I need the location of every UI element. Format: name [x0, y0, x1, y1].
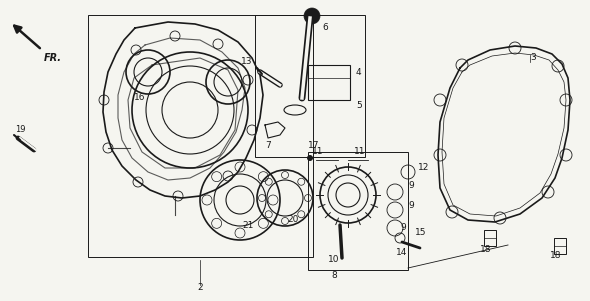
Circle shape [307, 155, 313, 161]
Text: 2: 2 [197, 283, 203, 292]
Bar [255, 15, 365, 157]
Text: 11: 11 [354, 147, 366, 156]
Text: 4: 4 [356, 68, 362, 77]
Text: 21: 21 [242, 221, 254, 230]
Text: 7: 7 [265, 141, 271, 150]
Text: 20: 20 [287, 215, 299, 224]
Text: 6: 6 [322, 23, 328, 32]
Bar [308, 65, 350, 100]
Text: 8: 8 [331, 271, 337, 280]
Text: 9: 9 [400, 223, 406, 232]
Text: 15: 15 [415, 228, 427, 237]
Text: 17: 17 [308, 141, 320, 150]
Text: 9: 9 [408, 181, 414, 190]
Text: 14: 14 [396, 248, 408, 257]
Text: 5: 5 [356, 101, 362, 110]
Text: 9: 9 [408, 201, 414, 210]
Text: 3: 3 [530, 53, 536, 62]
Text: 19: 19 [15, 125, 25, 134]
Text: 13: 13 [241, 57, 252, 66]
Bar [484, 230, 496, 246]
Text: 18: 18 [550, 251, 562, 260]
Text: 16: 16 [135, 93, 146, 102]
Circle shape [304, 8, 320, 24]
Text: 10: 10 [328, 255, 340, 264]
Text: 12: 12 [418, 163, 430, 172]
Bar [88, 15, 313, 257]
Text: 11: 11 [312, 147, 324, 156]
Bar [554, 238, 566, 254]
Text: 18: 18 [480, 245, 491, 254]
Text: FR.: FR. [44, 53, 62, 63]
Bar [308, 152, 408, 270]
